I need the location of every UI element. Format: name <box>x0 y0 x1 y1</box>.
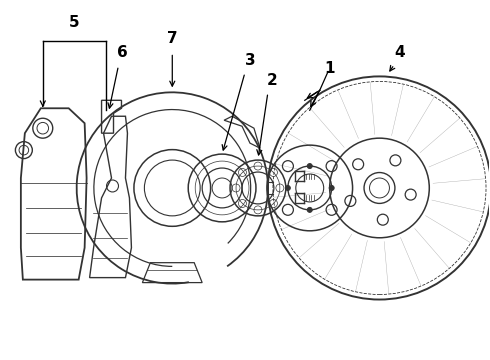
Circle shape <box>307 163 312 168</box>
Text: 5: 5 <box>69 15 79 30</box>
Text: 7: 7 <box>167 31 177 46</box>
Circle shape <box>329 185 334 190</box>
Text: 1: 1 <box>324 61 335 76</box>
Text: 6: 6 <box>117 45 128 60</box>
Text: 3: 3 <box>245 53 255 68</box>
Circle shape <box>285 185 290 190</box>
Circle shape <box>307 207 312 212</box>
Text: 4: 4 <box>394 45 405 60</box>
Text: 2: 2 <box>267 73 277 88</box>
